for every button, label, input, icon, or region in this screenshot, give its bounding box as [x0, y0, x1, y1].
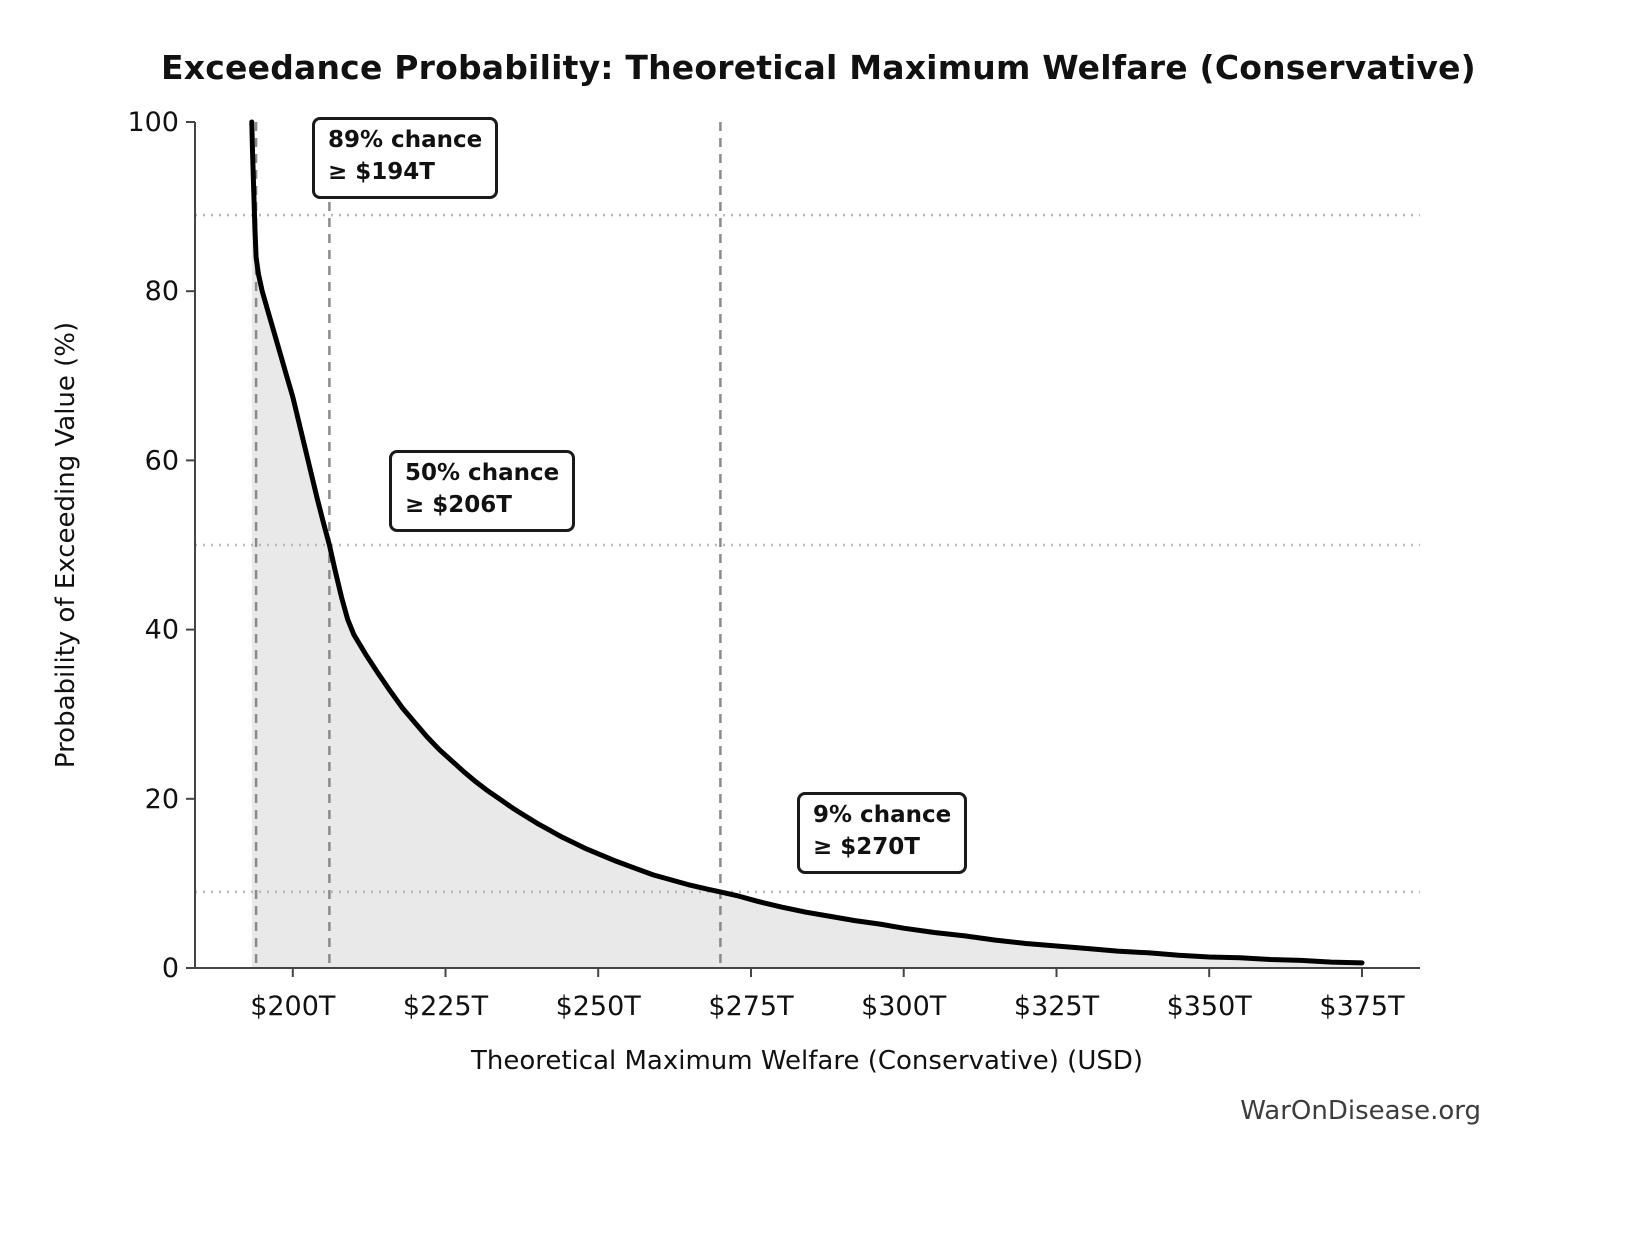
x-tick-label: $275T: [708, 991, 794, 1022]
y-tick-label: 100: [127, 107, 179, 138]
x-tick-label: $250T: [556, 991, 642, 1022]
y-tick-label: 80: [145, 276, 179, 307]
x-axis-label: Theoretical Maximum Welfare (Conservativ…: [470, 1046, 1144, 1076]
curve-fill: [251, 122, 1362, 968]
y-tick-label: 20: [145, 784, 179, 815]
exceedance-curve: [249, 119, 1365, 966]
chart-title: Exceedance Probability: Theoretical Maxi…: [161, 48, 1476, 87]
x-tick-label: $225T: [403, 991, 489, 1022]
y-tick-label: 0: [162, 953, 179, 984]
x-tick-label: $325T: [1014, 991, 1100, 1022]
x-tick-label: $350T: [1167, 991, 1253, 1022]
x-tick-label: $300T: [861, 991, 947, 1022]
watermark-text: WarOnDisease.org: [1240, 1096, 1481, 1126]
y-tick-label: 40: [145, 615, 179, 646]
y-tick-label: 60: [145, 445, 179, 476]
y-axis-label: Probability of Exceeding Value (%): [51, 321, 81, 769]
x-tick-label: $200T: [250, 991, 336, 1022]
x-tick-label: $375T: [1319, 991, 1405, 1022]
